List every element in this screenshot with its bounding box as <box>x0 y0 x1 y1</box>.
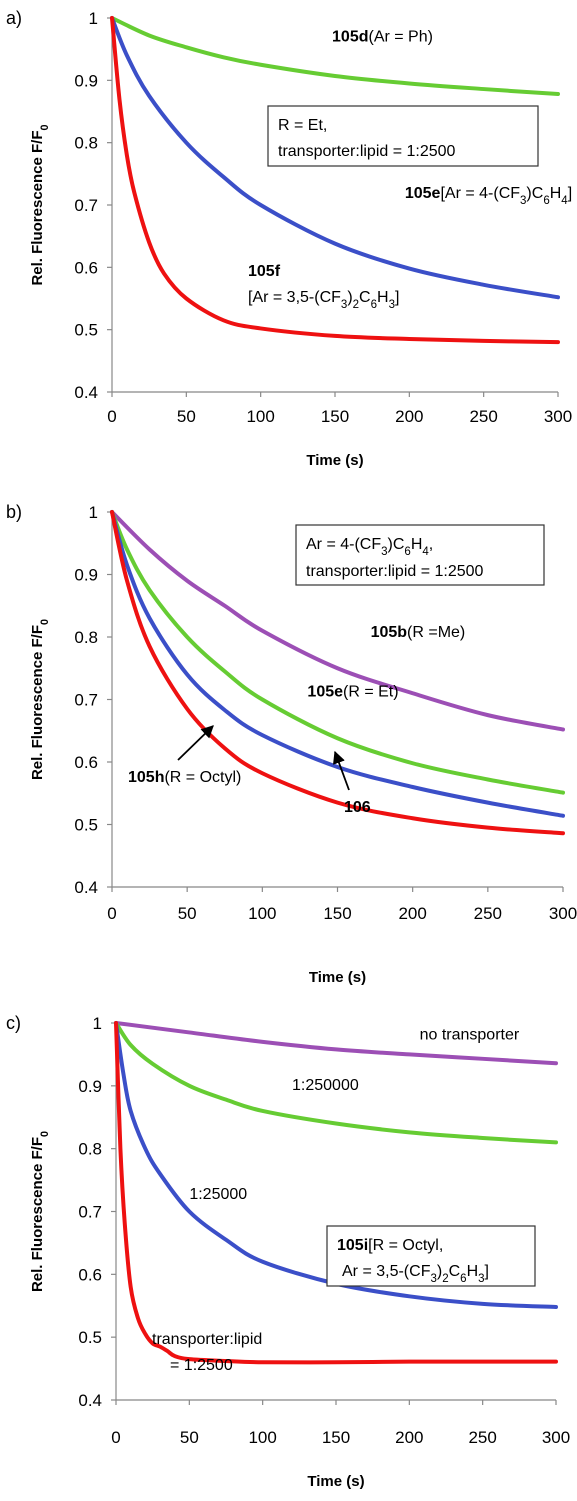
panel-label: b) <box>6 502 22 522</box>
series-line-1 <box>110 16 560 97</box>
legend-line-2: transporter:lipid = 1:2500 <box>306 563 484 580</box>
x-tick-label: 200 <box>398 904 426 923</box>
panel-label: c) <box>6 1013 21 1033</box>
series-line-2 <box>110 16 560 300</box>
y-tick-label: 0.7 <box>78 1203 102 1222</box>
x-tick-label: 250 <box>468 1428 496 1447</box>
legend-line-2: Ar = 3,5-(CF3)2C6H3] <box>342 1263 489 1285</box>
x-tick-label: 0 <box>111 1428 120 1447</box>
x-tick-label: 200 <box>395 407 423 426</box>
y-tick-label: 0.7 <box>74 691 98 710</box>
series-line-4 <box>110 510 565 836</box>
y-tick-label: 0.6 <box>74 753 98 772</box>
y-tick-label: 1 <box>89 503 98 522</box>
y-tick-label: 0.5 <box>74 321 98 340</box>
legend-line-1: R = Et, <box>278 117 327 134</box>
series-line-3 <box>114 1021 558 1310</box>
series-label-2: 105e[Ar = 4-(CF3)C6H4] <box>405 185 572 207</box>
panel-label: a) <box>6 8 22 28</box>
y-tick-label: 0.9 <box>74 566 98 585</box>
chart-panel-c: c) 0.4 0.5 0.6 0.7 0.8 0.9 1 0 50 100 150 200 250 300 T… <box>6 1013 570 1490</box>
y-tick-label: 0.6 <box>74 258 98 277</box>
x-tick-label: 200 <box>395 1428 423 1447</box>
series-label-3b: [Ar = 3,5-(CF3)2C6H3] <box>248 289 399 311</box>
series-line-3 <box>110 16 560 345</box>
chart-panel-a: a) 0.4 0.5 0.6 0.7 0.8 0.9 1 0 50 100 150 200 250 300 T… <box>6 8 572 469</box>
series-label-3: 1:25000 <box>189 1186 247 1203</box>
x-tick-label: 150 <box>322 1428 350 1447</box>
series-label-3: 105f <box>248 263 281 280</box>
x-tick-label: 250 <box>474 904 502 923</box>
annotation-arrow-106 <box>333 750 350 791</box>
y-tick-label: 0.4 <box>74 878 98 897</box>
legend-line-1: Ar = 4-(CF3)C6H4, <box>306 536 433 558</box>
y-tick-label: 0.8 <box>78 1140 102 1159</box>
legend-box <box>267 105 539 167</box>
series-label-1: 105b(R =Me) <box>371 624 466 641</box>
x-axis-label: Time (s) <box>306 452 363 469</box>
y-tick-label: 1 <box>89 9 98 28</box>
y-tick-label: 0.6 <box>78 1265 102 1284</box>
x-tick-label: 100 <box>246 407 274 426</box>
x-tick-label: 100 <box>248 904 276 923</box>
series-line-3 <box>110 510 565 818</box>
x-tick-label: 150 <box>321 407 349 426</box>
y-tick-label: 0.4 <box>74 383 98 402</box>
x-tick-label: 150 <box>323 904 351 923</box>
y-tick-label: 0.9 <box>74 71 98 90</box>
y-axis-label: Rel. Fluorescence F/F0 <box>29 1131 51 1292</box>
y-axis-label: Rel. Fluorescence F/F0 <box>29 124 51 285</box>
x-tick-label: 50 <box>180 1428 199 1447</box>
y-tick-label: 0.4 <box>78 1391 102 1410</box>
x-tick-label: 250 <box>469 407 497 426</box>
x-tick-label: 0 <box>107 904 116 923</box>
series-line-2 <box>110 510 565 795</box>
y-tick-label: 0.5 <box>78 1328 102 1347</box>
series-label-2: 105e(R = Et) <box>307 683 398 700</box>
x-tick-label: 300 <box>549 904 577 923</box>
x-axis-label: Time (s) <box>307 1473 364 1490</box>
series-label-1: no transporter <box>420 1026 520 1043</box>
x-axis-label: Time (s) <box>309 969 366 986</box>
x-tick-label: 300 <box>544 407 572 426</box>
x-tick-label: 50 <box>177 407 196 426</box>
x-tick-label: 0 <box>107 407 116 426</box>
y-axis-label: Rel. Fluorescence F/F0 <box>29 619 51 780</box>
y-tick-label: 0.5 <box>74 816 98 835</box>
x-tick-label: 100 <box>248 1428 276 1447</box>
y-tick-label: 1 <box>93 1014 102 1033</box>
series-line-1 <box>110 510 565 732</box>
x-tick-label: 50 <box>178 904 197 923</box>
series-label-2: 1:250000 <box>292 1077 359 1094</box>
series-line-4 <box>114 1021 558 1365</box>
y-tick-label: 0.7 <box>74 196 98 215</box>
series-line-2 <box>114 1021 558 1145</box>
chart-panel-b: b) 0.4 0.5 0.6 0.7 0.8 0.9 1 0 50 100 150 200 250 300 T… <box>6 502 577 986</box>
x-tick-label: 300 <box>542 1428 570 1447</box>
legend-line-1: 105i[R = Octyl, <box>337 1237 443 1254</box>
y-tick-label: 0.8 <box>74 134 98 153</box>
series-label-105h: 105h(R = Octyl) <box>128 769 241 786</box>
legend-box <box>295 524 545 586</box>
annotation-arrow-105h <box>177 725 214 761</box>
y-tick-label: 0.9 <box>78 1077 102 1096</box>
series-label-4: transporter:lipid <box>152 1331 262 1348</box>
series-label-106: 106 <box>344 799 371 816</box>
series-label-4b: = 1:2500 <box>170 1357 233 1374</box>
series-line-1 <box>114 1021 558 1066</box>
series-label-1: 105d(Ar = Ph) <box>332 29 433 46</box>
legend-line-2: transporter:lipid = 1:2500 <box>278 143 456 160</box>
legend-box <box>326 1225 536 1287</box>
y-tick-label: 0.8 <box>74 628 98 647</box>
